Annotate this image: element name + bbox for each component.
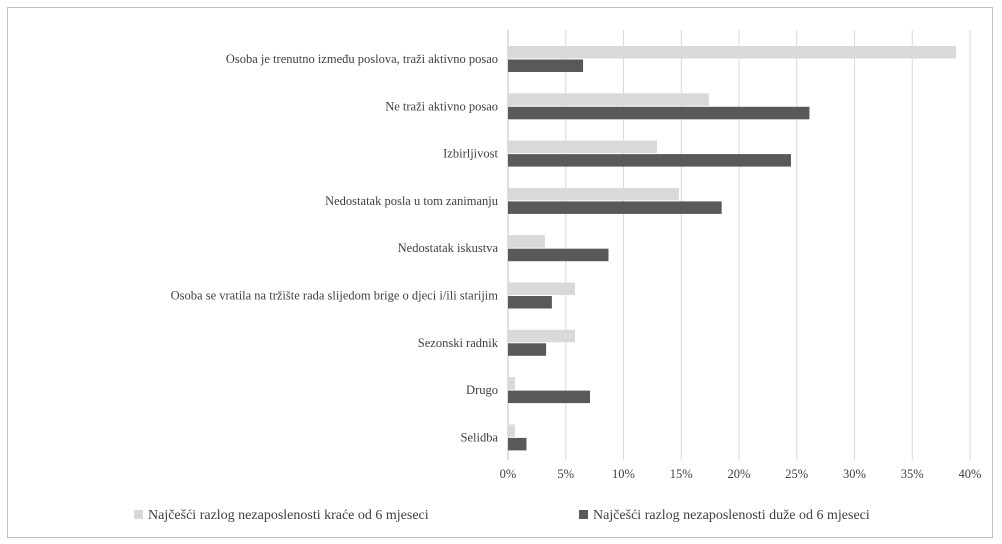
category-label-2: Ne traži aktivno posao bbox=[385, 99, 498, 113]
x-tick-label-10: 10% bbox=[612, 467, 635, 481]
bar-short-7 bbox=[508, 329, 575, 343]
chart-frame: Osoba je trenutno između poslova, traži … bbox=[7, 7, 993, 538]
bar-long-1 bbox=[508, 59, 584, 72]
bar-chart: Osoba je trenutno između poslova, traži … bbox=[134, 30, 982, 523]
category-label-3: Izbirljivost bbox=[443, 147, 498, 161]
x-tick-label-30: 30% bbox=[843, 467, 866, 481]
bar-long-5 bbox=[508, 248, 609, 262]
bar-short-5 bbox=[508, 235, 545, 248]
category-label-1: Osoba je trenutno između poslova, traži … bbox=[226, 52, 498, 66]
bar-short-3 bbox=[508, 140, 657, 154]
legend-swatch-long bbox=[579, 510, 588, 519]
legend: Najčešći razlog nezaposlenosti kraće od … bbox=[134, 508, 870, 523]
bar-short-4 bbox=[508, 187, 679, 201]
x-tick-label-40: 40% bbox=[959, 467, 982, 481]
bar-long-4 bbox=[508, 201, 722, 214]
legend-label-long: Najčešći razlog nezaposlenosti duže od 6… bbox=[593, 508, 870, 523]
bar-short-6 bbox=[508, 282, 575, 295]
bar-long-9 bbox=[508, 437, 527, 451]
category-label-5: Nedostatak iskustva bbox=[398, 241, 499, 255]
bar-long-6 bbox=[508, 296, 552, 309]
bar-long-7 bbox=[508, 343, 547, 356]
bar-short-1 bbox=[508, 46, 957, 59]
x-tick-label-15: 15% bbox=[670, 467, 693, 481]
legend-swatch-short bbox=[134, 510, 143, 519]
category-label-9: Selidba bbox=[461, 430, 499, 444]
legend-label-short: Najčešći razlog nezaposlenosti kraće od … bbox=[148, 508, 429, 523]
bar-long-3 bbox=[508, 154, 791, 167]
x-tick-label-25: 25% bbox=[785, 467, 808, 481]
x-tick-label-20: 20% bbox=[728, 467, 751, 481]
bar-short-8 bbox=[508, 377, 515, 390]
x-tick-label-5: 5% bbox=[557, 467, 574, 481]
x-tick-label-0: 0% bbox=[500, 467, 517, 481]
x-axis-tick-labels: 0% 5% 10% 15% 20% 25% 30% 35% 40% bbox=[500, 467, 982, 481]
category-labels: Osoba je trenutno između poslova, traži … bbox=[171, 52, 499, 444]
category-label-6: Osoba se vratila na tržište rada slijedo… bbox=[171, 289, 499, 303]
x-tick-label-35: 35% bbox=[901, 467, 924, 481]
bar-short-9 bbox=[508, 424, 515, 437]
bar-long-2 bbox=[508, 106, 810, 120]
bar-short-2 bbox=[508, 93, 709, 106]
bars bbox=[508, 46, 957, 451]
category-label-7: Sezonski radnik bbox=[418, 336, 499, 350]
bar-long-8 bbox=[508, 390, 591, 404]
category-label-4: Nedostatak posla u tom zanimanju bbox=[325, 194, 499, 208]
category-label-8: Drugo bbox=[466, 383, 498, 397]
